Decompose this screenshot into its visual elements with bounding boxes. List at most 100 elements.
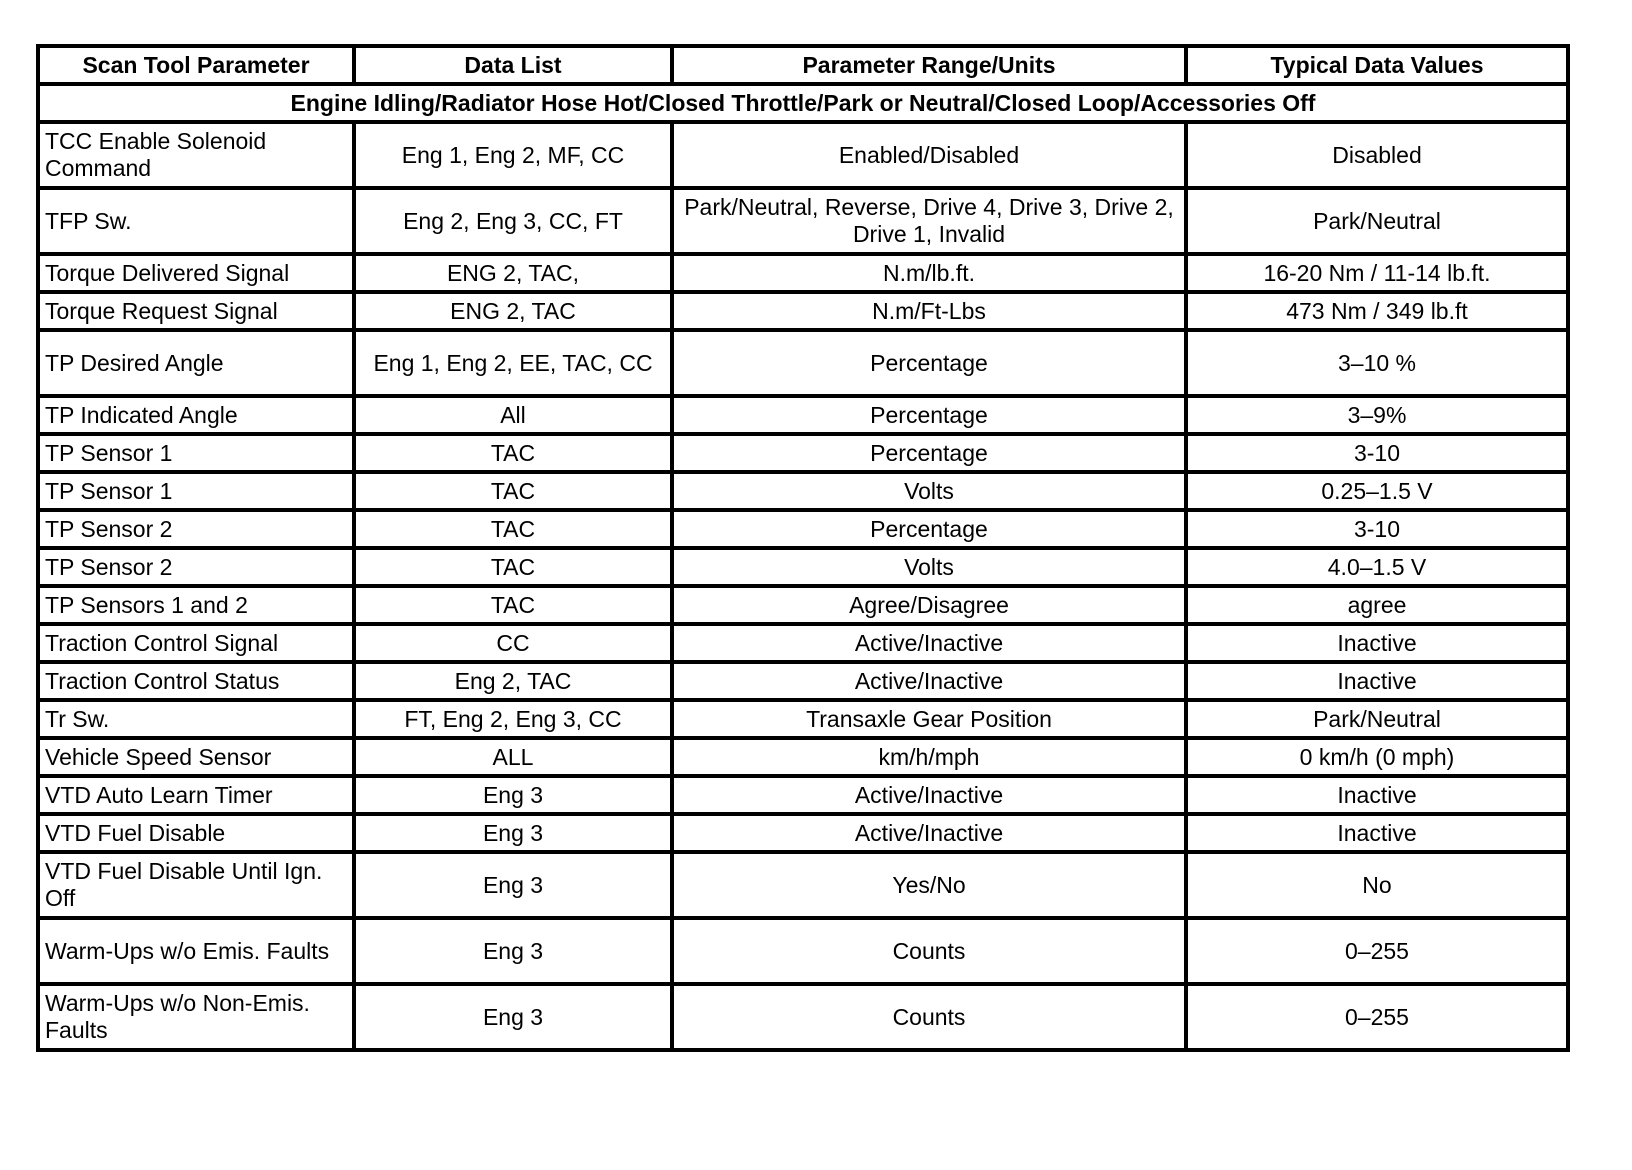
parameter-cell: Traction Control Signal [36, 622, 356, 664]
range-units-cell: N.m/Ft-Lbs [670, 290, 1188, 332]
range-units-cell: Park/Neutral, Reverse, Drive 4, Drive 3,… [670, 186, 1188, 256]
range-units-cell: Enabled/Disabled [670, 120, 1188, 190]
range-units-cell: Percentage [670, 508, 1188, 550]
header-typical-data-values: Typical Data Values [1184, 44, 1570, 86]
range-units-cell: Active/Inactive [670, 774, 1188, 816]
section-title: Engine Idling/Radiator Hose Hot/Closed T… [36, 82, 1570, 124]
typical-value-cell: 3–10 % [1184, 328, 1570, 398]
range-units-cell: Volts [670, 470, 1188, 512]
data-list-cell: Eng 3 [352, 774, 674, 816]
typical-value-cell: Inactive [1184, 812, 1570, 854]
table-row: Torque Request Signal ENG 2, TAC N.m/Ft-Lb… [36, 290, 1570, 332]
parameter-cell: TP Sensor 1 [36, 470, 356, 512]
data-list-cell: TAC [352, 432, 674, 474]
scan-tool-data-table: Scan Tool Parameter Data List Parameter … [36, 44, 1570, 1052]
typical-value-cell: 4.0–1.5 V [1184, 546, 1570, 588]
range-units-cell: Percentage [670, 394, 1188, 436]
data-list-cell: ALL [352, 736, 674, 778]
typical-value-cell: Inactive [1184, 622, 1570, 664]
typical-value-cell: 0–255 [1184, 982, 1570, 1052]
typical-value-cell: Inactive [1184, 774, 1570, 816]
header-data-list: Data List [352, 44, 674, 86]
data-list-cell: Eng 3 [352, 982, 674, 1052]
table-row: TP Sensor 1 TAC Percentage 3-10 [36, 432, 1570, 474]
range-units-cell: Percentage [670, 432, 1188, 474]
typical-value-cell: 0.25–1.5 V [1184, 470, 1570, 512]
parameter-cell: Torque Delivered Signal [36, 252, 356, 294]
data-list-cell: Eng 1, Eng 2, EE, TAC, CC [352, 328, 674, 398]
range-units-cell: Active/Inactive [670, 812, 1188, 854]
parameter-cell: Traction Control Status [36, 660, 356, 702]
data-list-cell: FT, Eng 2, Eng 3, CC [352, 698, 674, 740]
typical-value-cell: agree [1184, 584, 1570, 626]
data-list-cell: Eng 1, Eng 2, MF, CC [352, 120, 674, 190]
range-units-cell: Yes/No [670, 850, 1188, 920]
data-list-cell: Eng 3 [352, 850, 674, 920]
parameter-cell: TP Indicated Angle [36, 394, 356, 436]
parameter-cell: TP Sensors 1 and 2 [36, 584, 356, 626]
data-list-cell: TAC [352, 470, 674, 512]
table-row: Traction Control Status Eng 2, TAC Active/… [36, 660, 1570, 702]
table-row: TP Sensor 2 TAC Volts 4.0–1.5 V [36, 546, 1570, 588]
parameter-cell: TFP Sw. [36, 186, 356, 256]
table-row: Warm-Ups w/o Emis. Faults Eng 3 Counts 0–25… [36, 916, 1570, 986]
typical-value-cell: 3-10 [1184, 432, 1570, 474]
data-list-cell: ENG 2, TAC [352, 290, 674, 332]
data-list-cell: TAC [352, 508, 674, 550]
data-list-cell: CC [352, 622, 674, 664]
data-list-cell: Eng 3 [352, 812, 674, 854]
typical-value-cell: Inactive [1184, 660, 1570, 702]
range-units-cell: Active/Inactive [670, 660, 1188, 702]
range-units-cell: Counts [670, 982, 1188, 1052]
typical-value-cell: Disabled [1184, 120, 1570, 190]
parameter-cell: TP Sensor 2 [36, 508, 356, 550]
range-units-cell: Active/Inactive [670, 622, 1188, 664]
range-units-cell: Counts [670, 916, 1188, 986]
typical-value-cell: 3-10 [1184, 508, 1570, 550]
parameter-cell: TP Sensor 2 [36, 546, 356, 588]
parameter-cell: Warm-Ups w/o Non-Emis. Faults [36, 982, 356, 1052]
parameter-cell: Torque Request Signal [36, 290, 356, 332]
table-row: TP Desired Angle Eng 1, Eng 2, EE, TAC, C… [36, 328, 1570, 398]
table-row: TP Indicated Angle All Percentage 3–9% [36, 394, 1570, 436]
data-list-cell: TAC [352, 584, 674, 626]
table-row: TFP Sw. Eng 2, Eng 3, CC, FT Park/Neutral,… [36, 186, 1570, 256]
table-row: VTD Auto Learn Timer Eng 3 Active/Inactive… [36, 774, 1570, 816]
data-list-cell: Eng 2, Eng 3, CC, FT [352, 186, 674, 256]
section-row: Engine Idling/Radiator Hose Hot/Closed T… [36, 82, 1570, 124]
parameter-cell: Tr Sw. [36, 698, 356, 740]
parameter-cell: VTD Fuel Disable Until Ign. Off [36, 850, 356, 920]
table-row: Traction Control Signal CC Active/Inactive… [36, 622, 1570, 664]
table-row: Vehicle Speed Sensor ALL km/h/mph 0 km/h (0… [36, 736, 1570, 778]
typical-value-cell: 3–9% [1184, 394, 1570, 436]
range-units-cell: Percentage [670, 328, 1188, 398]
table-row: TP Sensor 2 TAC Percentage 3-10 [36, 508, 1570, 550]
typical-value-cell: 473 Nm / 349 lb.ft [1184, 290, 1570, 332]
table-row: Tr Sw. FT, Eng 2, Eng 3, CC Transaxle Gear… [36, 698, 1570, 740]
range-units-cell: Transaxle Gear Position [670, 698, 1188, 740]
data-list-cell: Eng 3 [352, 916, 674, 986]
typical-value-cell: 0 km/h (0 mph) [1184, 736, 1570, 778]
data-list-cell: TAC [352, 546, 674, 588]
typical-value-cell: Park/Neutral [1184, 186, 1570, 256]
header-row: Scan Tool Parameter Data List Parameter … [36, 44, 1570, 86]
range-units-cell: N.m/lb.ft. [670, 252, 1188, 294]
range-units-cell: Agree/Disagree [670, 584, 1188, 626]
range-units-cell: Volts [670, 546, 1188, 588]
table-row: VTD Fuel Disable Until Ign. Off Eng 3 Yes/… [36, 850, 1570, 920]
table-row: TP Sensor 1 TAC Volts 0.25–1.5 V [36, 470, 1570, 512]
parameter-cell: Warm-Ups w/o Emis. Faults [36, 916, 356, 986]
data-list-cell: ENG 2, TAC, [352, 252, 674, 294]
data-list-cell: Eng 2, TAC [352, 660, 674, 702]
parameter-cell: TP Desired Angle [36, 328, 356, 398]
typical-value-cell: Park/Neutral [1184, 698, 1570, 740]
parameter-cell: VTD Fuel Disable [36, 812, 356, 854]
header-parameter-range-units: Parameter Range/Units [670, 44, 1188, 86]
parameter-cell: TP Sensor 1 [36, 432, 356, 474]
typical-value-cell: No [1184, 850, 1570, 920]
table-row: TCC Enable Solenoid Command Eng 1, Eng 2,… [36, 120, 1570, 190]
parameter-cell: Vehicle Speed Sensor [36, 736, 356, 778]
table-row: Warm-Ups w/o Non-Emis. Faults Eng 3 Counts… [36, 982, 1570, 1052]
table-row: VTD Fuel Disable Eng 3 Active/Inactive Inac… [36, 812, 1570, 854]
typical-value-cell: 0–255 [1184, 916, 1570, 986]
